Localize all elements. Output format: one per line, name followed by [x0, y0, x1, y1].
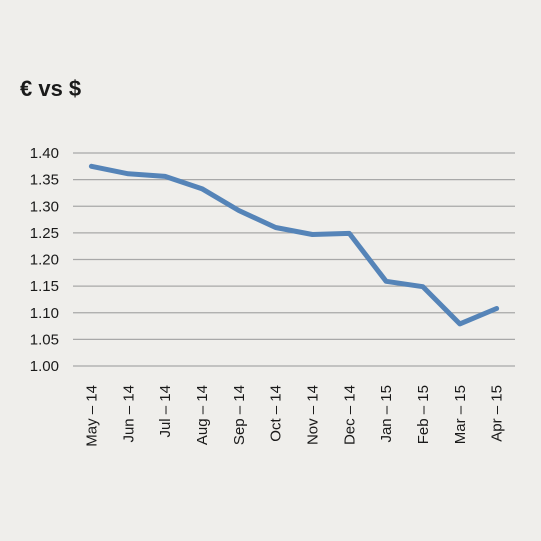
x-tick-label: Aug – 14 [194, 385, 211, 445]
gridlines [73, 152, 515, 367]
series-layer [88, 163, 500, 327]
x-axis-ticks: May – 14 Jun – 14 Jul – 14 Aug – 14 Sep – 14… [83, 385, 505, 447]
x-tick-label: Oct – 14 [268, 385, 285, 442]
x-tick-label: Feb – 15 [415, 385, 432, 444]
y-tick-label: 1.15 [30, 278, 59, 295]
x-tick-label: Mar – 15 [452, 385, 469, 444]
x-tick-label: Jul – 14 [157, 385, 174, 438]
x-tick-label: Jan – 15 [378, 385, 395, 443]
y-tick-label: 1.25 [30, 225, 59, 242]
x-tick-label: Dec – 14 [341, 385, 358, 445]
y-tick-label: 1.30 [30, 198, 59, 215]
x-tick-label: Nov – 14 [304, 385, 321, 445]
series-line [88, 163, 500, 327]
x-tick-label: May – 14 [83, 385, 100, 447]
y-axis-ticks: 1.40 1.35 1.30 1.25 1.20 1.15 1.10 1.05 1.00 [30, 145, 59, 375]
x-tick-label: Jun – 14 [120, 385, 137, 443]
y-tick-label: 1.00 [30, 358, 59, 375]
x-tick-label: Sep – 14 [231, 385, 248, 445]
chart-title: € vs $ [20, 76, 81, 101]
y-tick-label: 1.40 [30, 145, 59, 162]
y-tick-label: 1.20 [30, 252, 59, 269]
x-tick-label: Apr – 15 [489, 385, 506, 442]
y-tick-label: 1.35 [30, 172, 59, 189]
y-tick-label: 1.10 [30, 305, 59, 322]
y-tick-label: 1.05 [30, 331, 59, 348]
